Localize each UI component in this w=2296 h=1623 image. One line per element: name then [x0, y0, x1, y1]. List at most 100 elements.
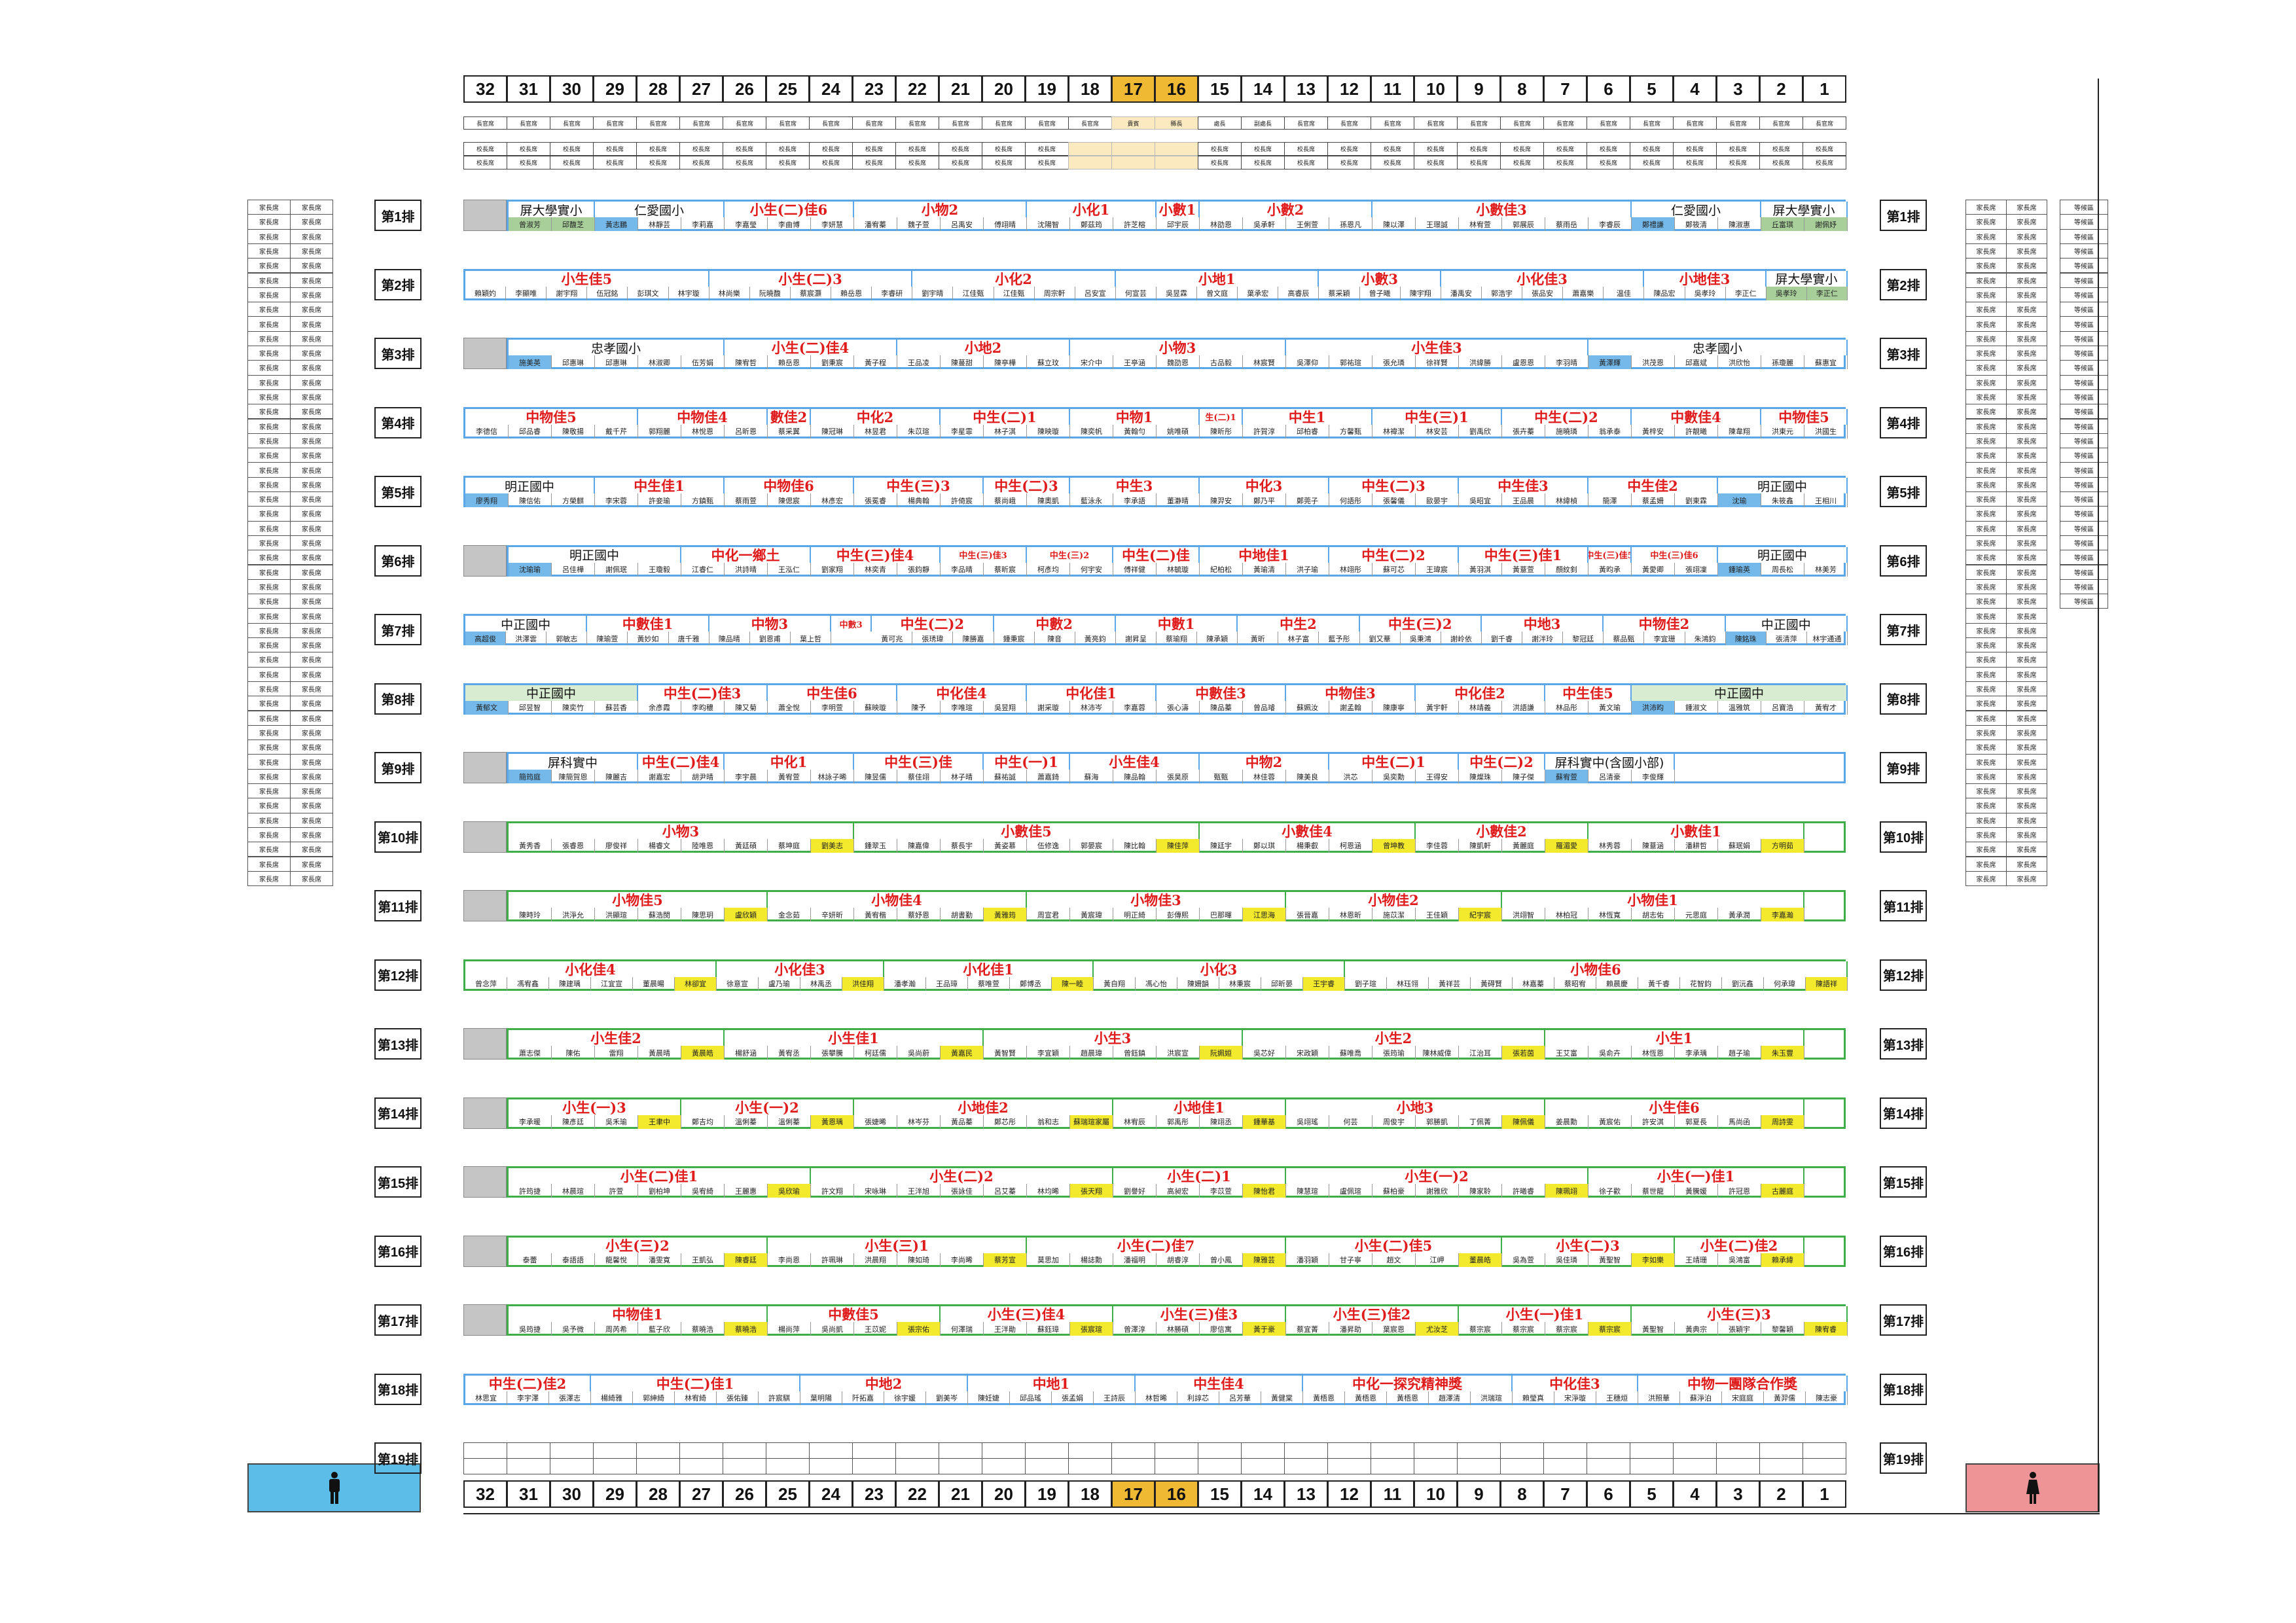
seat-name: 楊誌勳 — [1070, 1253, 1113, 1267]
seat-name: 元思庭 — [1675, 908, 1718, 921]
parent-seat: 家長席 — [290, 476, 333, 492]
seat-name: 高睿辰 — [1278, 286, 1319, 300]
seat-name: 潘昇助 — [1329, 1322, 1372, 1336]
seat-name: 江宜宣 — [591, 976, 633, 991]
col-number-bottom: 25 — [766, 1480, 810, 1508]
col-number-top: 22 — [895, 75, 939, 103]
parent-seat: 家長席 — [247, 258, 291, 274]
parent-seat: 家長席 — [1965, 856, 2007, 872]
seat-name: 柯彥均 — [1027, 562, 1070, 577]
seat-name: 歐晏宇 — [1416, 493, 1459, 507]
seat-name: 藍予彤 — [1319, 632, 1360, 645]
seat-name: 魏子萱 — [897, 217, 941, 231]
group-header: 小生(三)1 — [768, 1237, 1027, 1253]
principal-seat: 校長席 — [1198, 142, 1242, 156]
principal-seat: 校長席 — [550, 156, 594, 169]
seat-name: 王聿中 — [638, 1115, 681, 1129]
seat-name: 劉子瑄 — [1345, 976, 1387, 991]
row-label: 第18排 — [1880, 1373, 1927, 1405]
group-header: 小數佳2 — [1416, 823, 1588, 839]
seat-name: 陳翊丞 — [1200, 1115, 1243, 1129]
seat-name: 馮宥鑫 — [507, 976, 549, 991]
seat-name: 柯廷儒 — [854, 1046, 897, 1060]
seat-name: 李明萱 — [811, 700, 854, 715]
col-number-top: 24 — [809, 75, 853, 103]
seat-name: 黃宥丞 — [768, 1046, 811, 1060]
vip-seat: 貴賓 — [1111, 116, 1155, 130]
seat-name: 李宋蓉 — [595, 493, 638, 507]
group-header: 中地佳1 — [1200, 546, 1329, 563]
empty-seat — [1759, 1442, 1803, 1459]
seat-name: 柯恩涵 — [1329, 838, 1372, 853]
parent-seat: 家長席 — [290, 798, 333, 813]
principal-seat: 校長席 — [1803, 156, 1846, 169]
parent-seat: 家長席 — [247, 520, 291, 536]
parent-seat: 家長席 — [290, 870, 333, 887]
seat-name: 黃麗庭 — [1502, 838, 1545, 853]
seat-name: 黃恩瑀 — [811, 1115, 854, 1129]
parent-seat: 家長席 — [247, 535, 291, 551]
seat-name: 董晨皓 — [1459, 1253, 1502, 1267]
col-number-top: 30 — [550, 75, 594, 103]
seat-name: 吳欣瑜 — [768, 1184, 811, 1198]
group-header: 數佳2 — [768, 408, 811, 425]
seat-name: 林宇通通 — [1807, 632, 1848, 645]
row-label: 第17排 — [374, 1304, 422, 1336]
group-header: 明正國中 — [1718, 546, 1848, 563]
group-header: 小生(一)佳1 — [1588, 1168, 1804, 1184]
blocked-seat — [463, 338, 507, 369]
seat-name: 劉秉宸 — [811, 355, 854, 369]
vip-seat: 長官席 — [1759, 116, 1803, 130]
group-header: 中生(二)3 — [984, 478, 1070, 493]
empty-seat — [723, 1458, 766, 1474]
seat-name: 廖俊祥 — [595, 838, 638, 853]
seat-name: 鄭莞子 — [1286, 493, 1329, 507]
seat-name: 蘇淨泊 — [1680, 1391, 1722, 1405]
vip-seat: 長官席 — [939, 116, 982, 130]
group-header: 小地佳2 — [854, 1099, 1113, 1115]
col-number-top: 7 — [1543, 75, 1587, 103]
seat-name: 張穎宇 — [1718, 1322, 1761, 1336]
seat-name: 廖秀翔 — [465, 493, 509, 507]
blocked-seat — [463, 1028, 507, 1060]
row-label: 第16排 — [1880, 1235, 1927, 1267]
principal-seat: 校長席 — [1371, 156, 1414, 169]
group-header: 中生(三)2 — [1027, 546, 1113, 563]
standby-seat: 等候區 — [2060, 448, 2108, 463]
seat-name: 紀宇宸 — [1459, 908, 1502, 921]
standby-seat: 等候區 — [2060, 214, 2108, 230]
seat-name: 陳佩儀 — [1502, 1115, 1545, 1129]
seat-name: 張婕晞 — [854, 1115, 897, 1129]
group-header: 中生(二)佳2 — [465, 1375, 591, 1391]
group-header: 中生(三)3 — [854, 478, 984, 493]
seat-name: 楊睿文 — [638, 838, 681, 853]
seat-name: 林毓璇 — [1157, 562, 1200, 577]
seat-name: 黃昕 — [1238, 632, 1279, 645]
seat-name: 蔡品甄 — [1604, 632, 1645, 645]
seat-name: 郭紳綺 — [633, 1391, 675, 1405]
parent-seat: 家長席 — [290, 448, 333, 463]
parent-seat: 家長席 — [290, 710, 333, 726]
col-number-top: 23 — [852, 75, 896, 103]
seat-name: 姜晨勳 — [1545, 1115, 1588, 1129]
seat-name: 蔡采翼 — [768, 424, 811, 438]
principal-seat: 校長席 — [507, 156, 550, 169]
seat-name: 黃宸佑 — [1588, 1115, 1632, 1129]
row-label: 第11排 — [1880, 890, 1927, 921]
principal-seat — [1155, 156, 1198, 169]
col-number-bottom: 10 — [1414, 1480, 1458, 1508]
parent-seat: 家長席 — [2006, 520, 2047, 536]
seat-name: 林奕青 — [854, 562, 897, 577]
seat-name: 傅祥健 — [1113, 562, 1157, 577]
seat-name: 蔡妤恩 — [897, 908, 941, 921]
col-number-top: 27 — [679, 75, 723, 103]
seat-name: 吳予微 — [552, 1322, 595, 1336]
col-number-bottom: 18 — [1068, 1480, 1112, 1508]
parent-seat: 家長席 — [290, 258, 333, 274]
vip-seat: 長官席 — [550, 116, 594, 130]
col-number-bottom: 32 — [463, 1480, 507, 1508]
vip-seat: 長官席 — [1327, 116, 1371, 130]
seat-name: 曾坤教 — [1372, 838, 1416, 853]
seat-name: 李昀穠 — [681, 700, 725, 715]
seat-name: 沈瑜 — [1718, 493, 1761, 507]
